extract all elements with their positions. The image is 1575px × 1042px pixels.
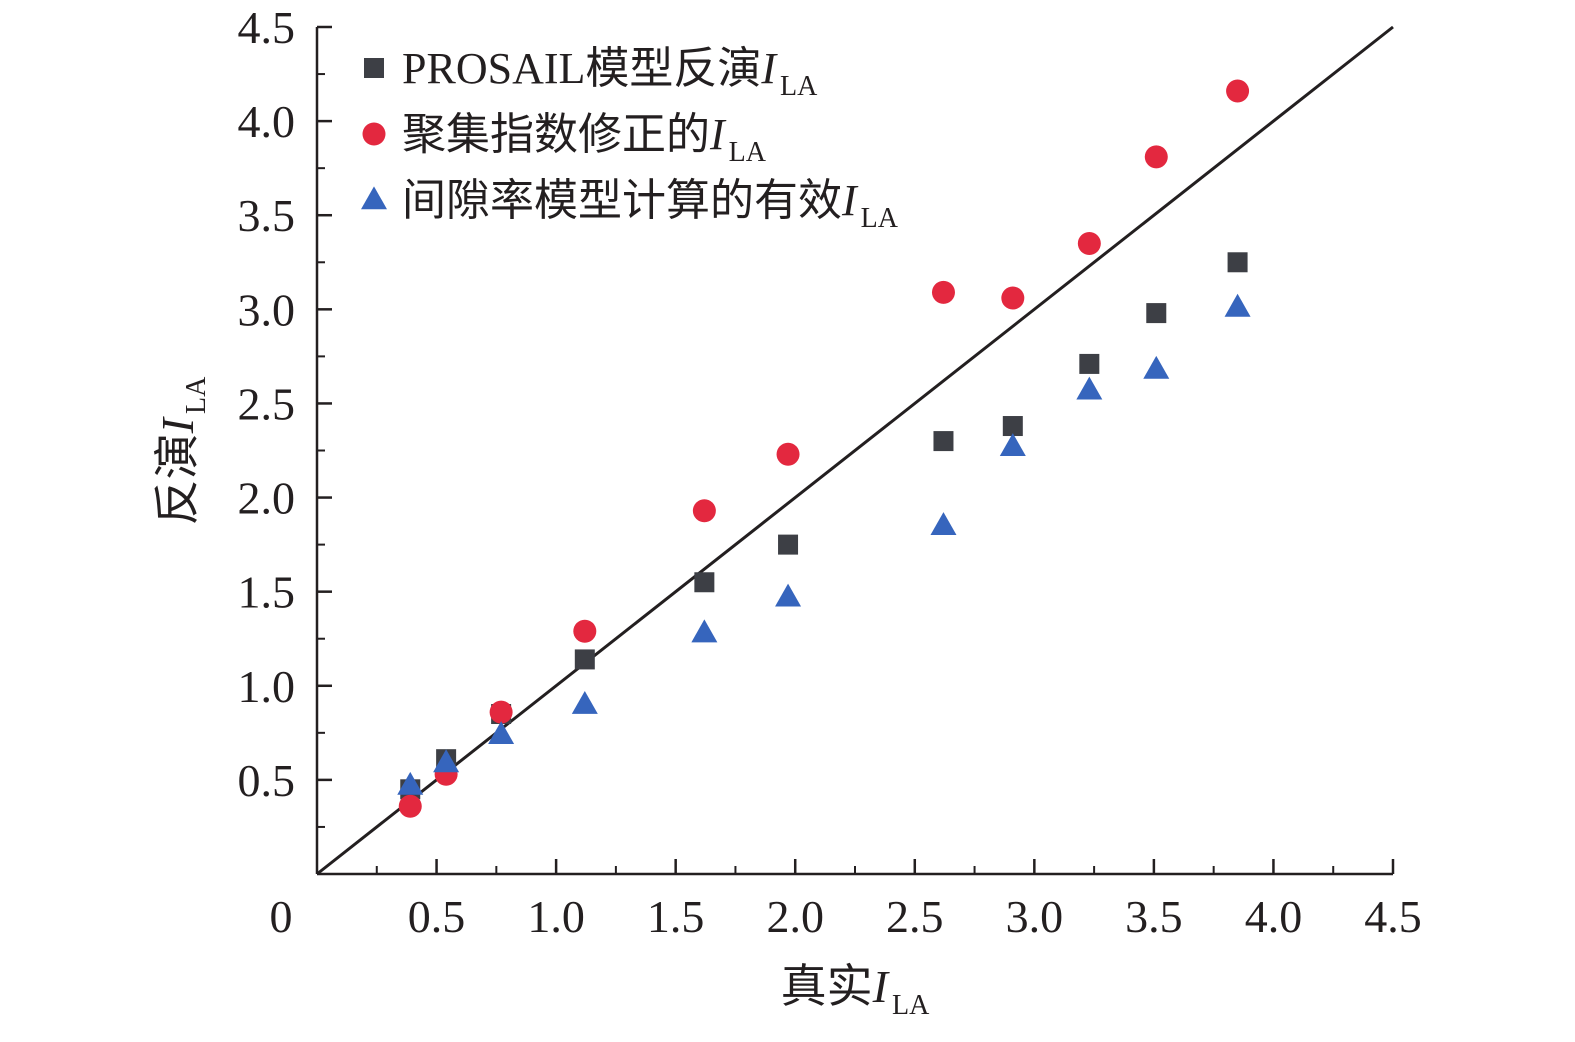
triangle-point — [397, 771, 424, 795]
circle-point — [1077, 231, 1101, 255]
y-tick-label: 2.5 — [238, 378, 296, 429]
square-point — [1002, 416, 1023, 437]
square-point — [694, 572, 715, 593]
x-tick-label: 3.0 — [1006, 891, 1064, 942]
x-tick-label: 3.5 — [1125, 891, 1183, 942]
triangle-point — [930, 512, 957, 536]
legend-marker-circle — [362, 122, 386, 146]
y-axis-title-main: 反演 — [152, 433, 203, 525]
y-tick-label: 3.0 — [238, 284, 296, 335]
x-tick-label: 2.5 — [886, 891, 944, 942]
x-tick-label: 2.0 — [766, 891, 824, 942]
legend-label-italic: I — [841, 176, 859, 225]
x-axis-title-sub: LA — [892, 990, 930, 1021]
series-square — [400, 252, 1248, 800]
legend-marker-triangle — [361, 186, 387, 210]
x-axis-title-italic: I — [872, 961, 891, 1012]
x-tick-label: 1.0 — [527, 891, 585, 942]
x-tick-label: 4.5 — [1364, 891, 1422, 942]
x-tick-label: 0 — [270, 891, 293, 942]
legend-marker-square — [364, 58, 384, 78]
y-tick-label: 0.5 — [238, 755, 296, 806]
square-point — [1227, 252, 1248, 273]
data-points — [397, 79, 1251, 818]
legend-label-sub: LA — [861, 203, 899, 234]
triangle-point — [999, 433, 1026, 456]
square-point — [1146, 303, 1167, 324]
legend-label: PROSAIL模型反演I LA — [402, 44, 818, 102]
circle-point — [1001, 286, 1025, 310]
y-tick-label: 1.5 — [238, 567, 296, 618]
triangle-point — [488, 721, 515, 744]
square-point — [574, 649, 595, 670]
series-circle — [398, 79, 1250, 818]
circle-point — [1226, 79, 1250, 103]
legend-label: 间隙率模型计算的有效I LA — [402, 176, 899, 234]
y-tick-label: 1.0 — [238, 661, 296, 712]
triangle-point — [1143, 355, 1170, 379]
circle-point — [931, 280, 955, 304]
circle-point — [573, 619, 597, 643]
axes: 0 0.5 1.0 1.5 2.0 2.5 3.0 3.5 4.0 4.5 0.5 1.0 1.5 2.0… — [238, 2, 1422, 942]
triangle-point — [433, 749, 460, 773]
circle-point — [489, 700, 513, 724]
legend-label-sub: LA — [780, 71, 818, 102]
x-axis-title-main: 真实 — [781, 961, 873, 1012]
circle-point — [692, 499, 716, 523]
legend-label-italic: I — [760, 44, 778, 93]
legend-label: 聚集指数修正的I LA — [402, 110, 767, 168]
y-tick-label: 4.0 — [238, 96, 296, 147]
x-tick-label: 0.5 — [408, 891, 466, 942]
triangle-point — [775, 583, 802, 607]
triangle-point — [691, 619, 718, 643]
circle-point — [398, 794, 422, 818]
legend-label-main: 聚集指数修正的 — [402, 110, 710, 159]
legend-label-main: PROSAIL模型反演 — [402, 44, 761, 93]
x-tick-label: 4.0 — [1245, 891, 1303, 942]
x-axis-title: 真实I LA — [781, 961, 930, 1021]
triangle-point — [1076, 376, 1103, 400]
circle-point — [1144, 145, 1168, 169]
square-point — [933, 431, 954, 452]
y-axis-title: 反演ILA — [152, 376, 212, 525]
square-point — [1079, 353, 1100, 374]
y-tick-label: 4.5 — [238, 2, 296, 53]
y-tick-label: 2.0 — [238, 473, 296, 524]
legend-label-sub: LA — [729, 137, 767, 168]
triangle-point — [571, 690, 598, 714]
y-axis-title-sub: LA — [181, 376, 212, 414]
y-axis-title-italic: I — [152, 415, 203, 434]
series-triangle — [397, 293, 1251, 795]
legend-label-italic: I — [709, 110, 727, 159]
x-tick-label: 1.5 — [647, 891, 705, 942]
y-tick-label: 3.5 — [238, 190, 296, 241]
legend-label-main: 间隙率模型计算的有效 — [402, 176, 842, 225]
square-point — [778, 534, 799, 555]
triangle-point — [1224, 293, 1251, 317]
circle-point — [776, 442, 800, 466]
